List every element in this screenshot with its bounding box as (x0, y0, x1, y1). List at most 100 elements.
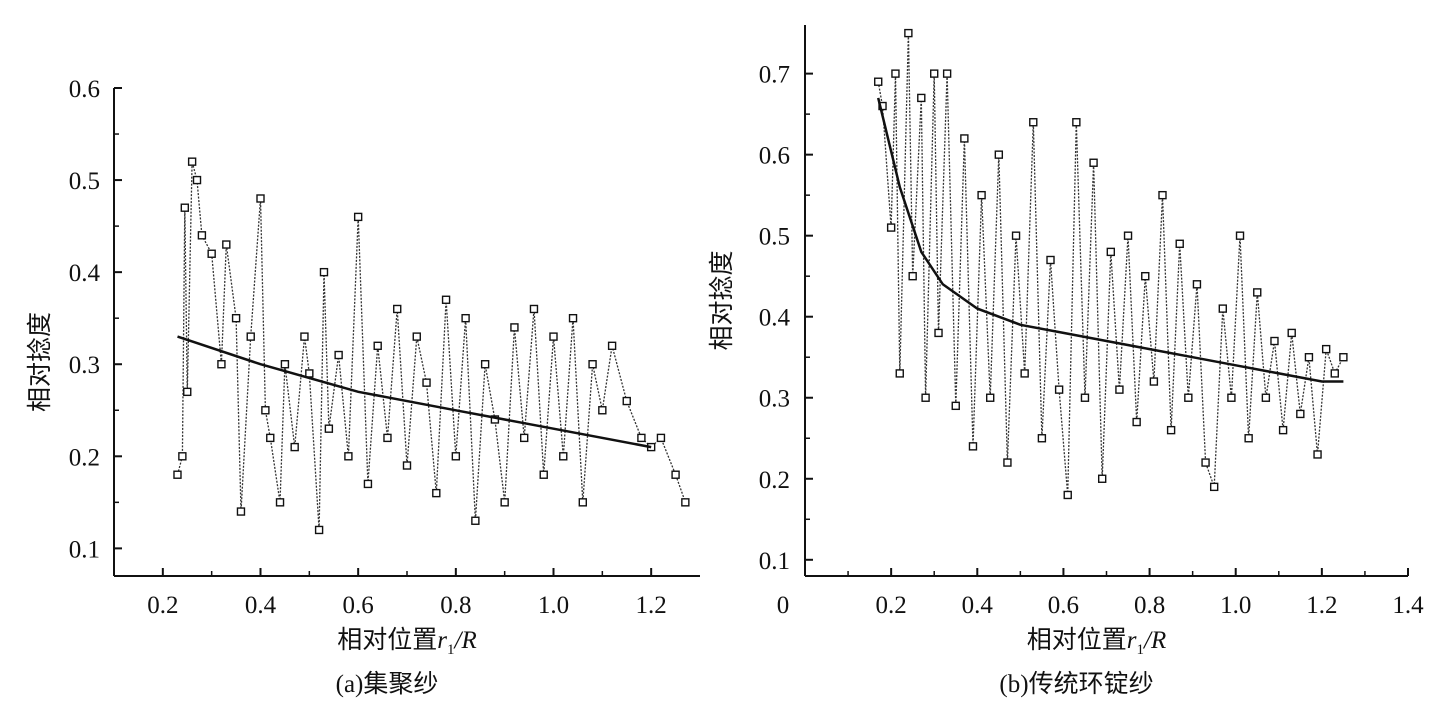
data-marker (422, 378, 431, 387)
y-axis-title: 相对捻度 (708, 250, 736, 350)
data-marker (300, 332, 309, 341)
data-marker (1244, 434, 1253, 443)
x-axis-title-subscript: 1 (447, 642, 455, 658)
x-tick-label: 0.6 (1048, 592, 1079, 619)
data-marker (393, 304, 402, 314)
data-marker (1235, 231, 1245, 240)
x-axis-title-suffix: /R (453, 627, 477, 654)
y-tick-label: 0.4 (759, 305, 791, 332)
data-marker (1132, 417, 1141, 427)
data-marker (402, 461, 412, 470)
data-marker (261, 406, 270, 415)
data-marker (637, 433, 646, 443)
data-marker (363, 479, 373, 489)
data-marker (520, 433, 529, 443)
data-marker (622, 396, 631, 406)
data-marker (1011, 231, 1021, 240)
data-marker (874, 77, 883, 86)
data-marker (1218, 304, 1227, 313)
data-marker (904, 28, 913, 38)
data-marker (917, 93, 926, 103)
y-tick-label: 0.2 (759, 467, 790, 494)
data-marker (373, 341, 382, 351)
x-tick-label: 0.2 (147, 592, 178, 619)
data-marker (529, 304, 539, 314)
data-marker (1141, 271, 1150, 281)
data-marker (578, 498, 587, 507)
data-marker (1158, 190, 1167, 200)
data-marker (1175, 239, 1184, 248)
data-marker (1261, 393, 1271, 402)
data-marker (549, 332, 558, 341)
data-marker (510, 323, 519, 332)
data-marker (1296, 409, 1305, 419)
data-marker (461, 313, 470, 323)
data-marker (598, 406, 607, 415)
data-marker (480, 360, 490, 369)
data-marker (908, 271, 917, 281)
trend-line (177, 335, 652, 449)
data-marker (1330, 369, 1339, 378)
x-axis-title-var: r (1127, 627, 1137, 654)
y-tick-label: 0.6 (759, 143, 790, 170)
data-marker (1287, 328, 1296, 338)
data-marker (280, 360, 290, 369)
data-marker (1115, 385, 1124, 394)
data-marker (1313, 450, 1322, 459)
data-marker (968, 442, 978, 451)
data-marker (353, 212, 363, 222)
data-marker (305, 369, 314, 378)
data-marker (977, 190, 986, 200)
data-marker (246, 332, 255, 341)
data-marker (1209, 482, 1219, 492)
y-axis-title: 相对捻度 (26, 312, 54, 412)
data-marker (1227, 393, 1236, 402)
data-marker (275, 498, 285, 507)
data-marker (681, 498, 690, 507)
origin-label: 0 (777, 592, 790, 619)
x-tick-label: 1.4 (1392, 592, 1424, 619)
data-marker (441, 295, 451, 304)
y-tick-label: 0.3 (759, 386, 790, 413)
x-tick-label: 0.2 (876, 592, 907, 619)
data-marker (217, 360, 226, 369)
data-marker (1270, 336, 1279, 346)
data-marker (183, 387, 192, 397)
data-marker (930, 69, 939, 78)
x-tick-label: 0.8 (1134, 592, 1165, 619)
data-marker (1037, 434, 1047, 443)
data-marker (1123, 231, 1133, 240)
data-marker (500, 498, 509, 507)
data-marker (1020, 369, 1029, 378)
y-tick-label: 0.5 (759, 224, 790, 251)
x-tick-label: 1.2 (1306, 592, 1337, 619)
data-marker (986, 393, 995, 402)
data-marker (1304, 353, 1314, 362)
data-marker (319, 267, 329, 277)
data-marker (1166, 425, 1176, 435)
x-axis-title-suffix: /R (1142, 627, 1166, 654)
data-marker (180, 203, 190, 212)
data-marker (344, 452, 353, 461)
data-marker (1106, 247, 1116, 257)
data-marker (1003, 458, 1012, 467)
data-marker (942, 69, 952, 78)
data-marker (266, 433, 275, 443)
data-marker (951, 401, 960, 411)
data-marker (539, 470, 548, 479)
data-marker (1072, 118, 1081, 127)
data-marker (1253, 288, 1262, 297)
data-marker (1184, 393, 1193, 402)
x-tick-label: 0.6 (343, 592, 374, 619)
data-marker (607, 341, 617, 351)
data-marker (934, 328, 943, 338)
data-marker (256, 194, 265, 203)
x-tick-label: 1.2 (636, 592, 667, 619)
data-marker (671, 470, 680, 479)
data-marker (1029, 118, 1038, 127)
data-marker (588, 360, 597, 369)
data-marker (886, 223, 896, 232)
data-marker (1054, 385, 1064, 394)
data-marker (187, 157, 197, 166)
